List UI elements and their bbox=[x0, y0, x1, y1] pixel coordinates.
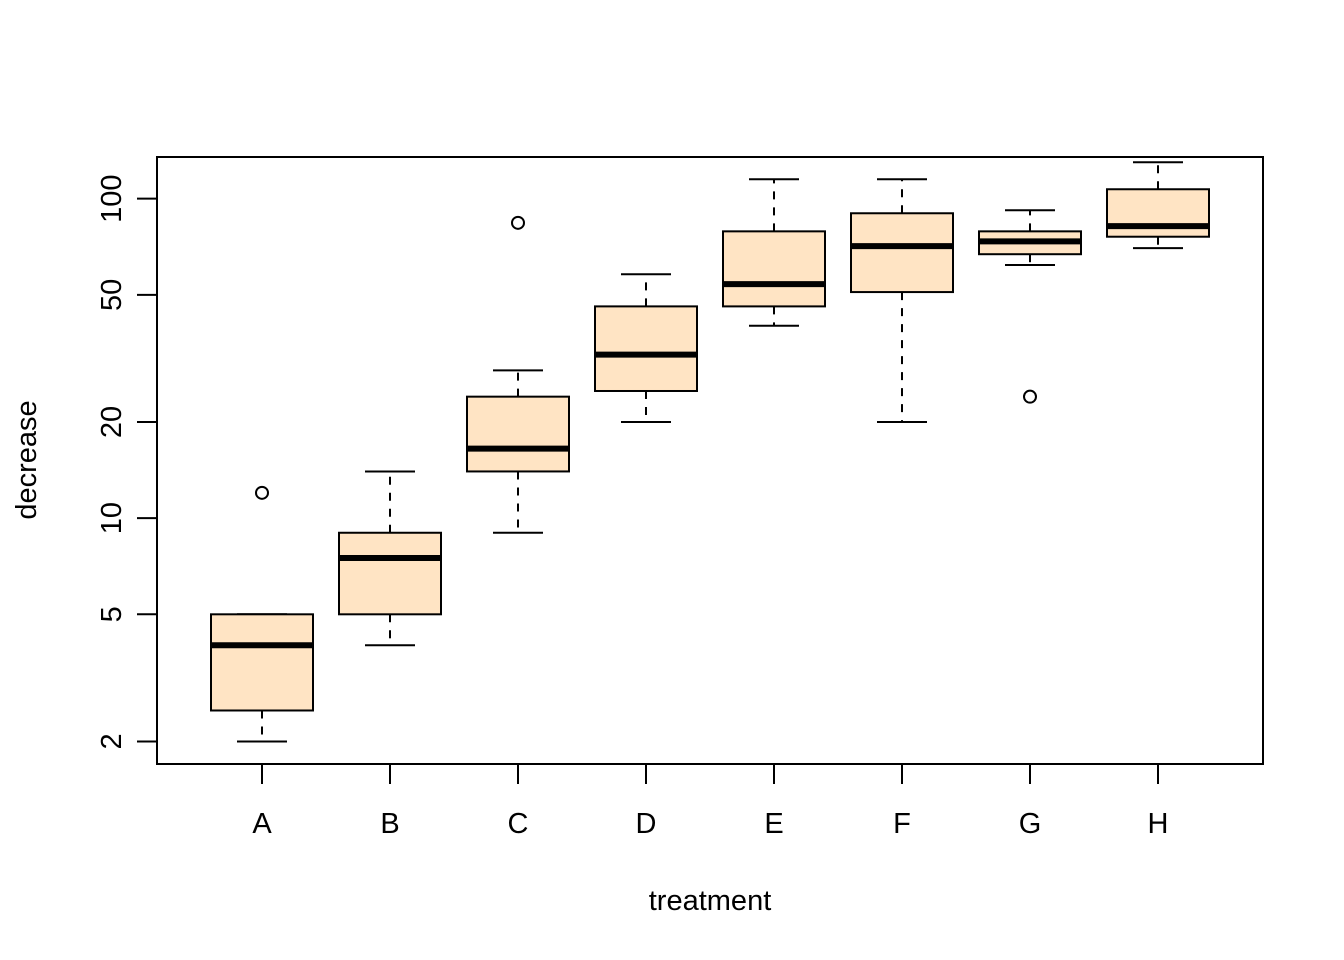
x-tick-label: B bbox=[380, 808, 399, 840]
box-F bbox=[850, 178, 954, 423]
box-body bbox=[594, 305, 698, 392]
y-tick-label: 10 bbox=[96, 502, 128, 534]
x-tick-label: F bbox=[893, 808, 911, 840]
outlier-point bbox=[511, 215, 525, 230]
x-tick-label: D bbox=[636, 808, 657, 840]
box-body bbox=[210, 613, 314, 712]
box-body bbox=[850, 212, 954, 294]
x-axis-label: treatment bbox=[649, 885, 772, 917]
box-body bbox=[1106, 188, 1210, 238]
y-tick-label: 2 bbox=[96, 733, 128, 749]
y-tick-label: 20 bbox=[96, 406, 128, 438]
outlier-point bbox=[1023, 389, 1037, 404]
box-body bbox=[466, 395, 570, 473]
box-E bbox=[722, 178, 826, 327]
box-A bbox=[210, 485, 314, 743]
x-axis: A B C D E F G H bbox=[252, 764, 1168, 840]
y-tick-label: 100 bbox=[96, 174, 128, 222]
y-tick-label: 50 bbox=[96, 279, 128, 311]
box-C bbox=[466, 215, 570, 534]
x-tick-label: C bbox=[508, 808, 529, 840]
x-tick-label: G bbox=[1019, 808, 1042, 840]
x-tick-label: H bbox=[1148, 808, 1169, 840]
plot-frame bbox=[156, 156, 1264, 765]
y-axis: 2 5 10 20 50 100 bbox=[96, 174, 157, 750]
box-B bbox=[338, 470, 442, 647]
box-body bbox=[722, 230, 826, 308]
outlier-point bbox=[255, 485, 269, 500]
y-axis-label: decrease bbox=[11, 400, 43, 519]
x-tick-label: E bbox=[764, 808, 783, 840]
x-tick-label: A bbox=[252, 808, 272, 840]
box-body bbox=[338, 531, 442, 616]
box-D bbox=[594, 273, 698, 423]
y-tick-label: 5 bbox=[96, 606, 128, 622]
box-G bbox=[978, 209, 1082, 404]
box-H bbox=[1106, 161, 1210, 250]
